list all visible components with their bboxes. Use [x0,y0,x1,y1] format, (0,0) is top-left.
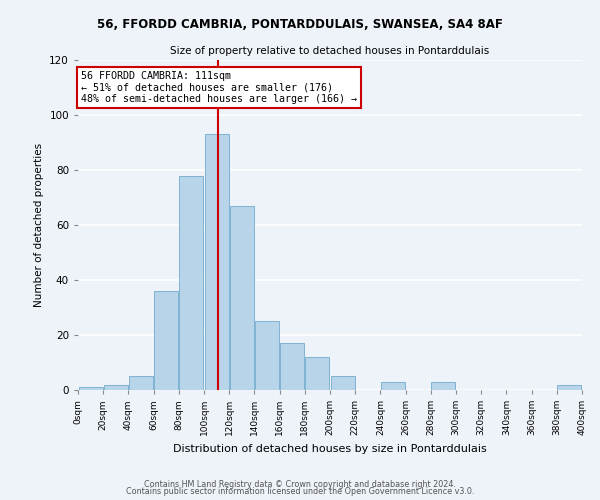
Bar [79,387,103,390]
Bar [129,376,153,390]
Bar [255,322,279,390]
Bar [280,343,304,390]
Bar [305,357,329,390]
Bar [331,376,355,390]
Text: 56, FFORDD CAMBRIA, PONTARDDULAIS, SWANSEA, SA4 8AF: 56, FFORDD CAMBRIA, PONTARDDULAIS, SWANS… [97,18,503,30]
Bar [154,291,178,390]
Bar [179,176,203,390]
Title: Size of property relative to detached houses in Pontarddulais: Size of property relative to detached ho… [170,46,490,56]
Bar [431,382,455,390]
Bar [104,384,128,390]
Y-axis label: Number of detached properties: Number of detached properties [34,143,44,307]
Bar [205,134,229,390]
Text: 56 FFORDD CAMBRIA: 111sqm
← 51% of detached houses are smaller (176)
48% of semi: 56 FFORDD CAMBRIA: 111sqm ← 51% of detac… [80,71,356,104]
Text: Contains public sector information licensed under the Open Government Licence v3: Contains public sector information licen… [126,487,474,496]
Text: Contains HM Land Registry data © Crown copyright and database right 2024.: Contains HM Land Registry data © Crown c… [144,480,456,489]
Bar [557,384,581,390]
X-axis label: Distribution of detached houses by size in Pontarddulais: Distribution of detached houses by size … [173,444,487,454]
Bar [230,206,254,390]
Bar [381,382,405,390]
